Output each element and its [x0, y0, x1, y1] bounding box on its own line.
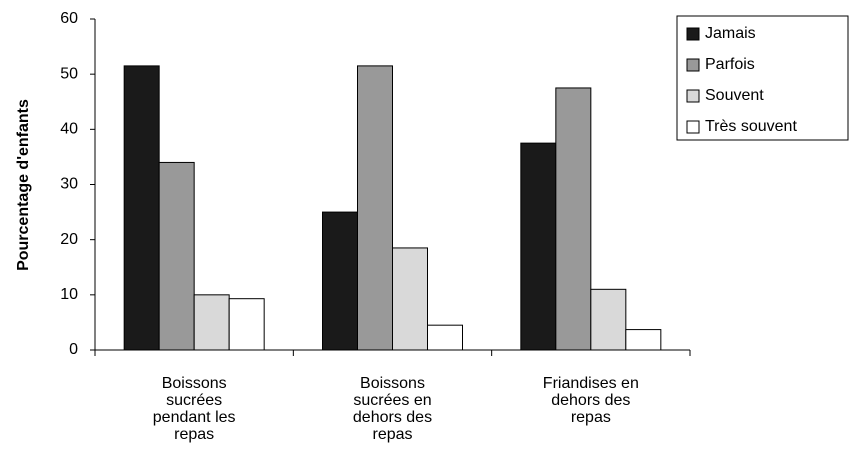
legend-label: Très souvent — [705, 118, 797, 135]
legend-label: Parfois — [705, 56, 755, 73]
legend-swatch — [686, 58, 700, 72]
x-tick-label: Boissons sucrées en dehors des repas — [352, 375, 433, 443]
bar — [392, 247, 428, 351]
legend-swatch — [686, 120, 700, 134]
bar — [357, 65, 393, 351]
x-tick-label: Boissons sucrées pendant les repas — [152, 375, 236, 443]
legend-swatch — [686, 89, 700, 103]
y-axis-label: Pourcentage d'enfants — [15, 99, 32, 271]
bar — [625, 329, 662, 351]
bar — [228, 298, 265, 351]
legend-swatch — [686, 27, 700, 41]
y-tick-label: 0 — [69, 341, 78, 358]
bar — [590, 288, 627, 351]
legend-label: Souvent — [705, 87, 764, 104]
bar — [555, 87, 592, 351]
bar — [123, 65, 160, 351]
x-tick-label: Friandises en dehors des repas — [542, 375, 639, 426]
bar — [520, 142, 557, 351]
y-tick-label: 20 — [60, 231, 78, 248]
y-tick-label: 30 — [60, 176, 78, 193]
y-tick-label: 60 — [60, 10, 78, 27]
bar — [322, 211, 358, 351]
y-tick-label: 50 — [60, 65, 78, 82]
bar — [158, 161, 195, 351]
bar — [427, 324, 463, 351]
y-tick-label: 40 — [60, 121, 78, 138]
legend-box — [676, 15, 849, 141]
y-tick-label: 10 — [60, 286, 78, 303]
legend-label: Jamais — [705, 25, 756, 42]
bar — [193, 294, 230, 351]
